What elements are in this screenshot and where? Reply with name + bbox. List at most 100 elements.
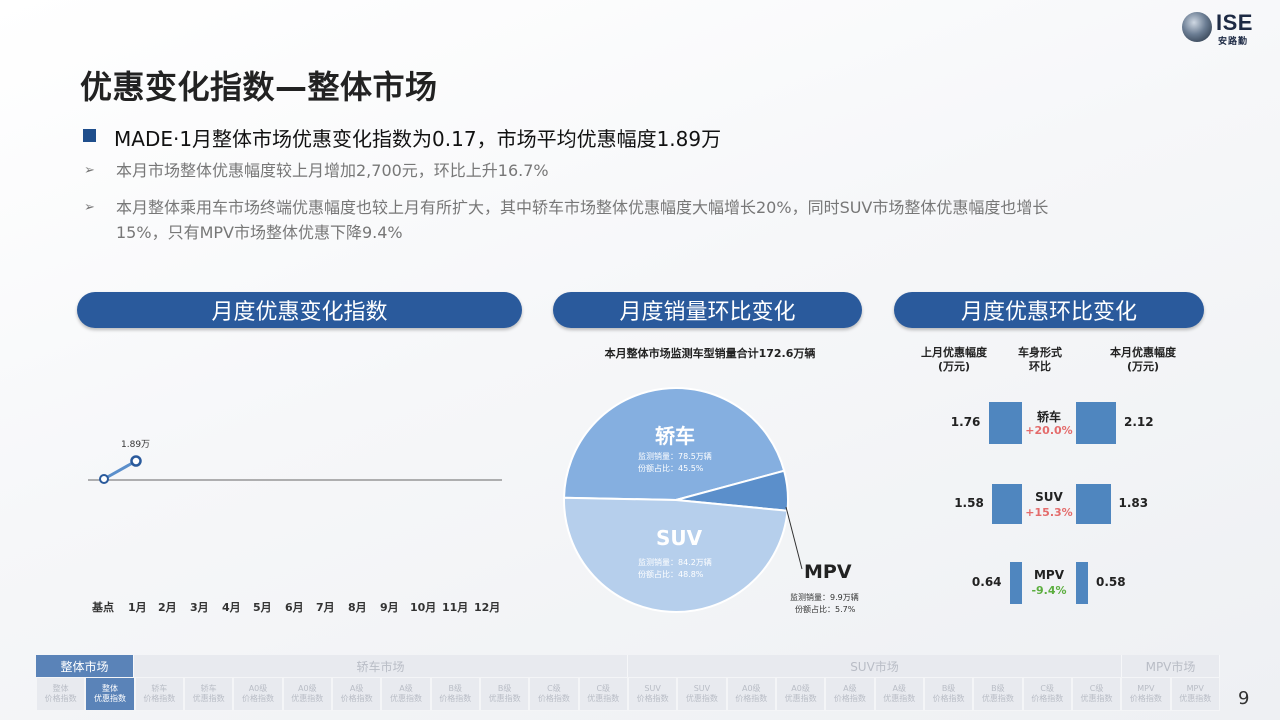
data-point-base: [99, 474, 109, 484]
arrow-bullet-icon: ➢: [84, 200, 95, 215]
index-line-series: [103, 459, 137, 481]
bar-curr-suv: [1076, 484, 1111, 524]
sub-bullet-1: 本月市场整体优惠幅度较上月增加2,700元，环比上升16.7%: [116, 161, 549, 180]
bar-prev-suv: [992, 484, 1022, 524]
col-header-curr: 本月优惠幅度 (万元): [1110, 346, 1176, 373]
month-label: 7月: [316, 601, 335, 614]
nav-subtab[interactable]: B级 优惠指数: [973, 677, 1023, 711]
segment-change-pct: -9.4%: [1031, 584, 1067, 597]
segment-name: MPV: [1033, 568, 1065, 582]
sub-bullet-2: 本月整体乘用车市场终端优惠幅度也较上月有所扩大，其中轿车市场整体优惠幅度大幅增长…: [116, 198, 1049, 217]
month-label: 3月: [190, 601, 209, 614]
nav-subtab[interactable]: SUV 优惠指数: [677, 677, 727, 711]
segment-name: SUV: [1035, 490, 1063, 504]
data-point-jan: [130, 455, 142, 467]
pie-sedan-sales: 监测销量：78.5万辆: [638, 452, 712, 461]
nav-subtab[interactable]: C级 优惠指数: [578, 677, 628, 711]
panel-title-index: 月度优惠变化指数: [77, 292, 522, 328]
month-label: 2月: [158, 601, 177, 614]
pie-slice-suv: [563, 496, 789, 613]
nav-subtab[interactable]: MPV 价格指数: [1121, 677, 1171, 711]
month-label: 5月: [253, 601, 272, 614]
month-label: 10月: [410, 601, 437, 614]
nav-subtab[interactable]: 整体 优惠指数: [85, 677, 135, 711]
panel-title-sales: 月度销量环比变化: [553, 292, 862, 328]
nav-subtab[interactable]: 轿车 价格指数: [134, 677, 184, 711]
month-label: 8月: [348, 601, 367, 614]
logo-text: ISE: [1216, 10, 1253, 35]
nav-subtab[interactable]: A级 价格指数: [825, 677, 875, 711]
pie-suv-share: 份额占比：48.8%: [638, 570, 704, 579]
nav-group-tab[interactable]: 轿车市场: [134, 655, 628, 677]
pie-label-sedan: 轿车: [655, 424, 695, 448]
globe-icon: [1182, 12, 1212, 42]
nav-subtab[interactable]: A级 优惠指数: [874, 677, 924, 711]
bar-value-prev: 1.58: [954, 496, 984, 510]
bottom-navigation: 整体市场 轿车市场 SUV市场 MPV市场 整体 价格指数 整体 优惠指数 轿车 价格指数 轿车优…: [36, 655, 1220, 711]
nav-group-tab[interactable]: 整体市场: [36, 655, 134, 677]
sales-pie-chart: [563, 387, 789, 613]
bar-value-curr: 1.83: [1118, 496, 1149, 510]
nav-subtab[interactable]: B级 价格指数: [923, 677, 974, 711]
nav-subtab[interactable]: C级 价格指数: [529, 677, 579, 711]
logo-subtext: 安路勤: [1218, 37, 1249, 47]
bar-value-curr: 0.58: [1096, 575, 1126, 589]
bar-value-prev: 1.76: [950, 415, 981, 429]
month-label: 1月: [128, 601, 147, 614]
nav-subtab[interactable]: B级 优惠指数: [479, 677, 530, 711]
month-label: 基点: [92, 601, 114, 614]
pie-mpv-sales: 监测销量：9.9万辆: [790, 593, 859, 602]
nav-subtab[interactable]: A级 价格指数: [331, 677, 382, 711]
month-label: 11月: [442, 601, 469, 614]
bar-prev-mpv: [1009, 562, 1022, 604]
bar-curr-轿车: [1076, 402, 1116, 444]
square-bullet-icon: [83, 129, 96, 142]
bar-prev-轿车: [988, 402, 1022, 444]
pie-label-mpv: MPV: [804, 561, 852, 583]
nav-subtab[interactable]: C级 优惠指数: [1071, 677, 1122, 711]
pie-sedan-share: 份额占比：45.5%: [638, 464, 704, 473]
nav-subtab[interactable]: A0级 价格指数: [233, 677, 283, 711]
pie-suv-sales: 监测销量：84.2万辆: [638, 558, 712, 567]
segment-change-pct: +20.0%: [1025, 424, 1073, 437]
discount-bar-chart: 1.76 2.12 轿车 +20.0% 1.58 1.83 SUV +15.3% 0.64 0.5…: [900, 390, 1200, 620]
pie-title: 本月整体市场监测车型销量合计172.6万辆: [604, 347, 816, 360]
nav-subtab[interactable]: 轿车 优惠指数: [183, 677, 234, 711]
nav-subtab[interactable]: 整体 价格指数: [36, 677, 86, 711]
nav-subtab[interactable]: A0级 优惠指数: [282, 677, 332, 711]
col-header-type: 车身形式 环比: [1018, 346, 1062, 373]
pie-slice-轿车: [563, 387, 786, 502]
month-label: 12月: [474, 601, 501, 614]
arrow-bullet-icon: ➢: [84, 163, 95, 178]
bar-value-prev: 0.64: [971, 575, 1002, 589]
pie-label-suv: SUV: [656, 526, 703, 550]
segment-change-pct: +15.3%: [1025, 506, 1073, 519]
nav-subtab[interactable]: B级 价格指数: [430, 677, 480, 711]
nav-subtab[interactable]: C级 价格指数: [1022, 677, 1072, 711]
col-header-prev: 上月优惠幅度 (万元): [921, 346, 987, 373]
pie-mpv-share: 份额占比：5.7%: [795, 605, 856, 614]
page-title: 优惠变化指数—整体市场: [80, 68, 438, 106]
nav-subtab[interactable]: A级 优惠指数: [381, 677, 431, 711]
nav-subtab[interactable]: A0级 优惠指数: [775, 677, 826, 711]
segment-name: 轿车: [1036, 410, 1061, 424]
nav-subtab[interactable]: A0级 价格指数: [726, 677, 776, 711]
mpv-leader-line: [785, 506, 803, 570]
main-bullet-text: MADE·1月整体市场优惠变化指数为0.17，市场平均优惠幅度1.89万: [114, 127, 722, 151]
nav-group-tab[interactable]: SUV市场: [628, 655, 1122, 677]
bar-value-curr: 2.12: [1124, 415, 1154, 429]
panel-title-discount: 月度优惠环比变化: [894, 292, 1204, 328]
month-label: 9月: [380, 601, 399, 614]
month-label: 6月: [285, 601, 304, 614]
sub-bullet-2-cont: 15%，只有MPV市场整体优惠下降9.4%: [116, 223, 403, 242]
company-logo: ISE 安路勤: [1182, 10, 1272, 47]
nav-subtab[interactable]: SUV 价格指数: [627, 677, 678, 711]
page-number: 9: [1238, 688, 1250, 709]
nav-subtab[interactable]: MPV 优惠指数: [1170, 677, 1220, 711]
month-axis-labels: 基点 1月 2月 3月 4月 5月 6月 7月 8月 9月 10月 11月 12月: [92, 599, 512, 615]
month-label: 4月: [222, 601, 241, 614]
point-label: 1.89万: [121, 440, 151, 450]
index-line-chart: [88, 455, 502, 484]
bar-curr-mpv: [1076, 562, 1088, 604]
nav-group-tab[interactable]: MPV市场: [1122, 655, 1220, 677]
